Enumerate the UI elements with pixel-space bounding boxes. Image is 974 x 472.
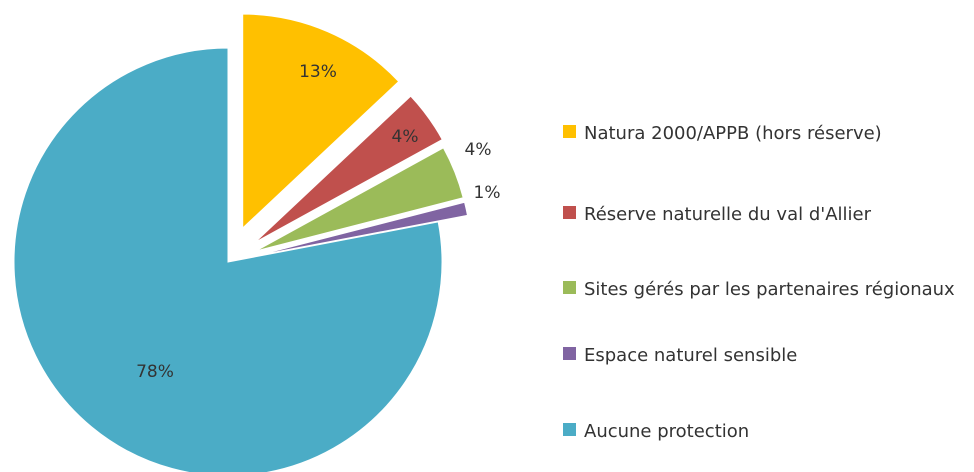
legend-label: Espace naturel sensible: [584, 345, 798, 366]
data-label: 13%: [299, 62, 337, 82]
legend-swatch: [563, 423, 576, 436]
pie-slice: [254, 95, 443, 244]
legend-swatch: [563, 206, 576, 219]
pie-slice: [257, 201, 469, 256]
legend-label: Aucune protection: [584, 421, 750, 442]
pie-slice: [13, 47, 443, 472]
legend-label: Sites gérés par les partenaires régionau…: [584, 279, 955, 300]
legend-item: Réserve naturelle du val d'Allier: [563, 201, 968, 228]
legend-swatch: [563, 347, 576, 360]
legend-item: Natura 2000/APPB (hors réserve): [563, 120, 968, 147]
pie-slice: [242, 13, 400, 230]
legend-swatch: [563, 281, 576, 294]
legend-swatch: [563, 125, 576, 138]
legend-item: Sites gérés par les partenaires régionau…: [563, 276, 968, 303]
legend-label: Réserve naturelle du val d'Allier: [584, 204, 871, 225]
pie-slice: [255, 147, 464, 252]
legend-label: Natura 2000/APPB (hors réserve): [584, 123, 882, 144]
data-label: 78%: [136, 362, 174, 382]
data-label: 1%: [474, 183, 501, 203]
data-label: 4%: [465, 140, 492, 160]
legend-item: Espace naturel sensible: [563, 342, 968, 369]
data-label: 4%: [392, 127, 419, 147]
legend-item: Aucune protection: [563, 418, 968, 445]
